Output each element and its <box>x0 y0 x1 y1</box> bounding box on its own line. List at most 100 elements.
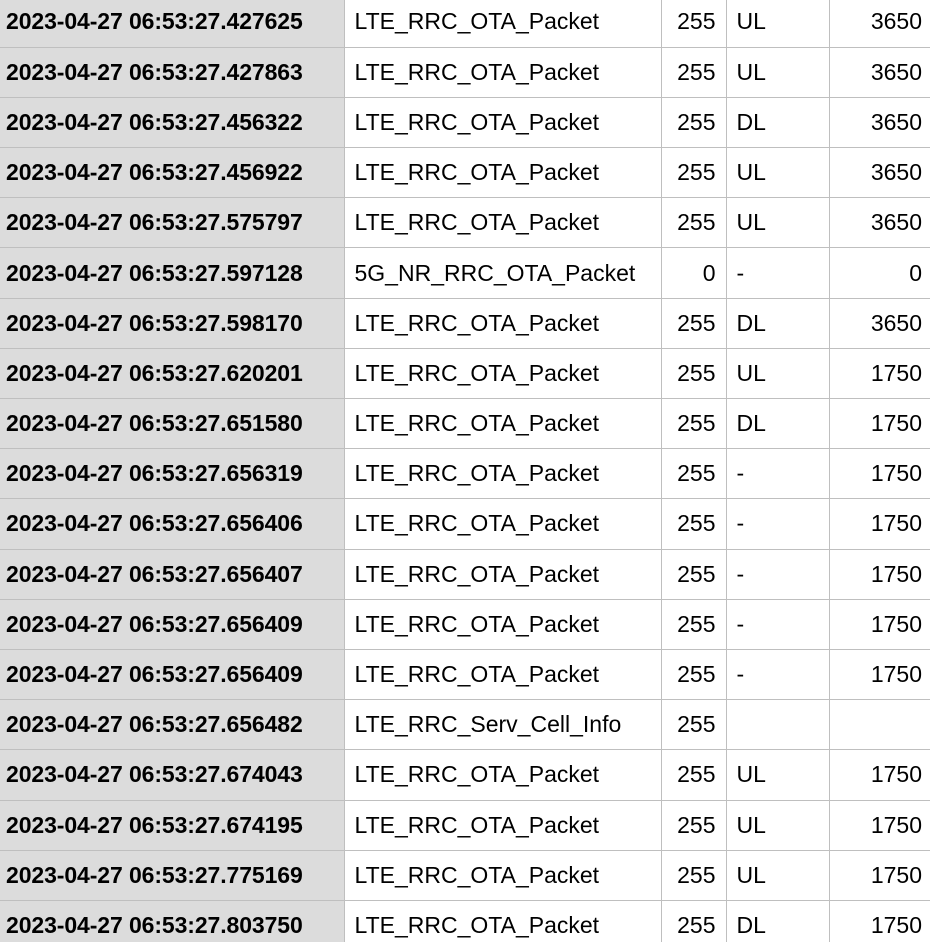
length-cell[interactable]: 1750 <box>829 749 930 801</box>
length-cell[interactable]: 1750 <box>829 448 930 500</box>
log-id-cell[interactable]: 255 <box>661 850 727 901</box>
timestamp-cell[interactable]: 2023-04-27 06:53:27.775169 <box>0 850 345 901</box>
timestamp-cell[interactable]: 2023-04-27 06:53:27.656409 <box>0 599 345 650</box>
direction-cell[interactable]: DL <box>726 900 830 942</box>
length-cell[interactable]: 1750 <box>829 850 930 901</box>
packet-type-cell[interactable]: LTE_RRC_OTA_Packet <box>344 498 662 550</box>
table-row[interactable]: 2023-04-27 06:53:27.803750 LTE_RRC_OTA_Pa… <box>0 900 930 942</box>
timestamp-cell[interactable]: 2023-04-27 06:53:27.456922 <box>0 147 345 199</box>
packet-type-cell[interactable]: LTE_RRC_OTA_Packet <box>344 649 662 701</box>
direction-cell[interactable]: - <box>726 448 830 500</box>
timestamp-cell[interactable]: 2023-04-27 06:53:27.651580 <box>0 398 345 450</box>
direction-cell[interactable]: UL <box>726 850 830 901</box>
table-row[interactable]: 2023-04-27 06:53:27.456922 LTE_RRC_OTA_Pa… <box>0 147 930 199</box>
log-id-cell[interactable]: 255 <box>661 448 727 500</box>
log-id-cell[interactable]: 255 <box>661 97 727 149</box>
length-cell[interactable]: 1750 <box>829 800 930 851</box>
length-cell[interactable]: 3650 <box>829 97 930 149</box>
timestamp-cell[interactable]: 2023-04-27 06:53:27.427625 <box>0 0 345 48</box>
table-row[interactable]: 2023-04-27 06:53:27.656409 LTE_RRC_OTA_Pa… <box>0 649 930 701</box>
table-row[interactable]: 2023-04-27 06:53:27.597128 5G_NR_RRC_OTA_… <box>0 247 930 299</box>
timestamp-cell[interactable]: 2023-04-27 06:53:27.575797 <box>0 197 345 249</box>
timestamp-cell[interactable]: 2023-04-27 06:53:27.656407 <box>0 549 345 600</box>
timestamp-cell[interactable]: 2023-04-27 06:53:27.656409 <box>0 649 345 701</box>
direction-cell[interactable] <box>726 699 830 751</box>
log-id-cell[interactable]: 255 <box>661 398 727 450</box>
length-cell[interactable]: 3650 <box>829 47 930 98</box>
log-id-cell[interactable]: 255 <box>661 197 727 249</box>
length-cell[interactable]: 3650 <box>829 298 930 349</box>
length-cell[interactable]: 3650 <box>829 0 930 48</box>
length-cell[interactable]: 1750 <box>829 649 930 701</box>
log-id-cell[interactable]: 255 <box>661 599 727 650</box>
log-id-cell[interactable]: 255 <box>661 549 727 600</box>
timestamp-cell[interactable]: 2023-04-27 06:53:27.598170 <box>0 298 345 349</box>
log-id-cell[interactable]: 255 <box>661 298 727 349</box>
direction-cell[interactable]: - <box>726 649 830 701</box>
packet-type-cell[interactable]: LTE_RRC_OTA_Packet <box>344 398 662 450</box>
table-row[interactable]: 2023-04-27 06:53:27.427625 LTE_RRC_OTA_Pa… <box>0 0 930 48</box>
length-cell[interactable]: 1750 <box>829 599 930 650</box>
log-id-cell[interactable]: 255 <box>661 900 727 942</box>
packet-type-cell[interactable]: 5G_NR_RRC_OTA_Packet <box>344 247 662 299</box>
direction-cell[interactable]: UL <box>726 348 830 400</box>
packet-type-cell[interactable]: LTE_RRC_OTA_Packet <box>344 47 662 98</box>
log-id-cell[interactable]: 255 <box>661 348 727 400</box>
packet-type-cell[interactable]: LTE_RRC_OTA_Packet <box>344 97 662 149</box>
length-cell[interactable]: 1750 <box>829 498 930 550</box>
direction-cell[interactable]: DL <box>726 398 830 450</box>
packet-type-cell[interactable]: LTE_RRC_OTA_Packet <box>344 599 662 650</box>
log-id-cell[interactable]: 255 <box>661 649 727 701</box>
table-row[interactable]: 2023-04-27 06:53:27.656319 LTE_RRC_OTA_Pa… <box>0 448 930 500</box>
direction-cell[interactable]: UL <box>726 47 830 98</box>
direction-cell[interactable]: - <box>726 498 830 550</box>
table-row[interactable]: 2023-04-27 06:53:27.775169 LTE_RRC_OTA_Pa… <box>0 850 930 901</box>
direction-cell[interactable]: UL <box>726 197 830 249</box>
packet-type-cell[interactable]: LTE_RRC_OTA_Packet <box>344 549 662 600</box>
table-row[interactable]: 2023-04-27 06:53:27.656409 LTE_RRC_OTA_Pa… <box>0 599 930 650</box>
direction-cell[interactable]: UL <box>726 0 830 48</box>
direction-cell[interactable]: DL <box>726 97 830 149</box>
log-id-cell[interactable]: 255 <box>661 800 727 851</box>
table-row[interactable]: 2023-04-27 06:53:27.620201 LTE_RRC_OTA_Pa… <box>0 348 930 400</box>
log-id-cell[interactable]: 0 <box>661 247 727 299</box>
packet-type-cell[interactable]: LTE_RRC_Serv_Cell_Info <box>344 699 662 751</box>
timestamp-cell[interactable]: 2023-04-27 06:53:27.456322 <box>0 97 345 149</box>
table-row[interactable]: 2023-04-27 06:53:27.656482 LTE_RRC_Serv_C… <box>0 699 930 751</box>
direction-cell[interactable]: - <box>726 549 830 600</box>
packet-type-cell[interactable]: LTE_RRC_OTA_Packet <box>344 0 662 48</box>
length-cell[interactable]: 1750 <box>829 398 930 450</box>
table-row[interactable]: 2023-04-27 06:53:27.456322 LTE_RRC_OTA_Pa… <box>0 97 930 149</box>
packet-type-cell[interactable]: LTE_RRC_OTA_Packet <box>344 147 662 199</box>
length-cell[interactable]: 1750 <box>829 348 930 400</box>
log-id-cell[interactable]: 255 <box>661 699 727 751</box>
table-row[interactable]: 2023-04-27 06:53:27.598170 LTE_RRC_OTA_Pa… <box>0 298 930 349</box>
direction-cell[interactable]: - <box>726 599 830 650</box>
packet-type-cell[interactable]: LTE_RRC_OTA_Packet <box>344 749 662 801</box>
table-row[interactable]: 2023-04-27 06:53:27.427863 LTE_RRC_OTA_Pa… <box>0 47 930 98</box>
length-cell[interactable]: 0 <box>829 247 930 299</box>
log-id-cell[interactable]: 255 <box>661 0 727 48</box>
length-cell[interactable] <box>829 699 930 751</box>
table-row[interactable]: 2023-04-27 06:53:27.656406 LTE_RRC_OTA_Pa… <box>0 498 930 550</box>
timestamp-cell[interactable]: 2023-04-27 06:53:27.656406 <box>0 498 345 550</box>
timestamp-cell[interactable]: 2023-04-27 06:53:27.803750 <box>0 900 345 942</box>
table-row[interactable]: 2023-04-27 06:53:27.674195 LTE_RRC_OTA_Pa… <box>0 800 930 851</box>
table-row[interactable]: 2023-04-27 06:53:27.674043 LTE_RRC_OTA_Pa… <box>0 749 930 801</box>
direction-cell[interactable]: UL <box>726 749 830 801</box>
timestamp-cell[interactable]: 2023-04-27 06:53:27.597128 <box>0 247 345 299</box>
log-id-cell[interactable]: 255 <box>661 47 727 98</box>
log-id-cell[interactable]: 255 <box>661 498 727 550</box>
direction-cell[interactable]: - <box>726 247 830 299</box>
table-row[interactable]: 2023-04-27 06:53:27.651580 LTE_RRC_OTA_Pa… <box>0 398 930 450</box>
packet-type-cell[interactable]: LTE_RRC_OTA_Packet <box>344 348 662 400</box>
packet-type-cell[interactable]: LTE_RRC_OTA_Packet <box>344 800 662 851</box>
timestamp-cell[interactable]: 2023-04-27 06:53:27.674195 <box>0 800 345 851</box>
packet-type-cell[interactable]: LTE_RRC_OTA_Packet <box>344 850 662 901</box>
length-cell[interactable]: 1750 <box>829 549 930 600</box>
timestamp-cell[interactable]: 2023-04-27 06:53:27.427863 <box>0 47 345 98</box>
log-id-cell[interactable]: 255 <box>661 147 727 199</box>
table-row[interactable]: 2023-04-27 06:53:27.575797 LTE_RRC_OTA_Pa… <box>0 197 930 249</box>
timestamp-cell[interactable]: 2023-04-27 06:53:27.620201 <box>0 348 345 400</box>
timestamp-cell[interactable]: 2023-04-27 06:53:27.674043 <box>0 749 345 801</box>
